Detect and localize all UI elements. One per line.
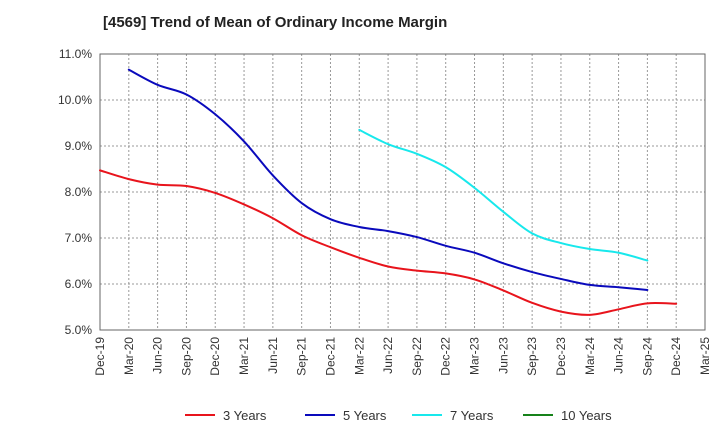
x-tick-label: Mar-24 (583, 337, 597, 375)
series-line-5-years (127, 68, 649, 291)
x-tick-label: Mar-23 (468, 337, 482, 375)
series-line-7-years (358, 128, 649, 262)
x-tick-label: Sep-21 (295, 337, 309, 376)
x-tick-label: Sep-24 (640, 337, 654, 376)
legend-label-10-years: 10 Years (561, 408, 612, 423)
legend-label-3-years: 3 Years (223, 408, 267, 423)
x-tick-label: Jun-21 (266, 337, 280, 374)
x-tick-label: Jun-24 (612, 337, 626, 374)
x-tick-label: Mar-25 (698, 337, 712, 375)
x-tick-label: Sep-20 (179, 337, 193, 376)
chart-title: [4569] Trend of Mean of Ordinary Income … (103, 14, 448, 31)
x-tick-label: Mar-21 (237, 337, 251, 375)
y-tick-label: 6.0% (65, 277, 93, 291)
y-tick-label: 9.0% (65, 139, 93, 153)
x-tick-label: Jun-23 (496, 337, 510, 374)
series-line-3-years (99, 169, 678, 316)
x-tick-label: Jun-20 (151, 337, 165, 374)
x-tick-label: Dec-22 (439, 337, 453, 376)
legend-label-7-years: 7 Years (450, 408, 494, 423)
x-tick-label: Dec-24 (669, 337, 683, 376)
x-tick-label: Mar-20 (122, 337, 136, 375)
x-tick-label: Dec-20 (208, 337, 222, 376)
plot-area (100, 54, 705, 330)
plot-border (99, 53, 706, 331)
x-tick-label: Dec-23 (554, 337, 568, 376)
x-tick-label: Dec-19 (93, 337, 107, 376)
y-tick-label: 11.0% (59, 47, 92, 61)
x-tick-label: Mar-22 (352, 337, 366, 375)
y-tick-label: 10.0% (58, 93, 92, 107)
x-tick-label: Jun-22 (381, 337, 395, 374)
x-tick-label: Sep-23 (525, 337, 539, 376)
y-tick-label: 8.0% (65, 185, 93, 199)
y-tick-label: 5.0% (65, 323, 93, 337)
legend-label-5-years: 5 Years (343, 408, 387, 423)
y-tick-label: 7.0% (65, 231, 93, 245)
x-tick-label: Sep-22 (410, 337, 424, 376)
x-tick-label: Dec-21 (323, 337, 337, 376)
